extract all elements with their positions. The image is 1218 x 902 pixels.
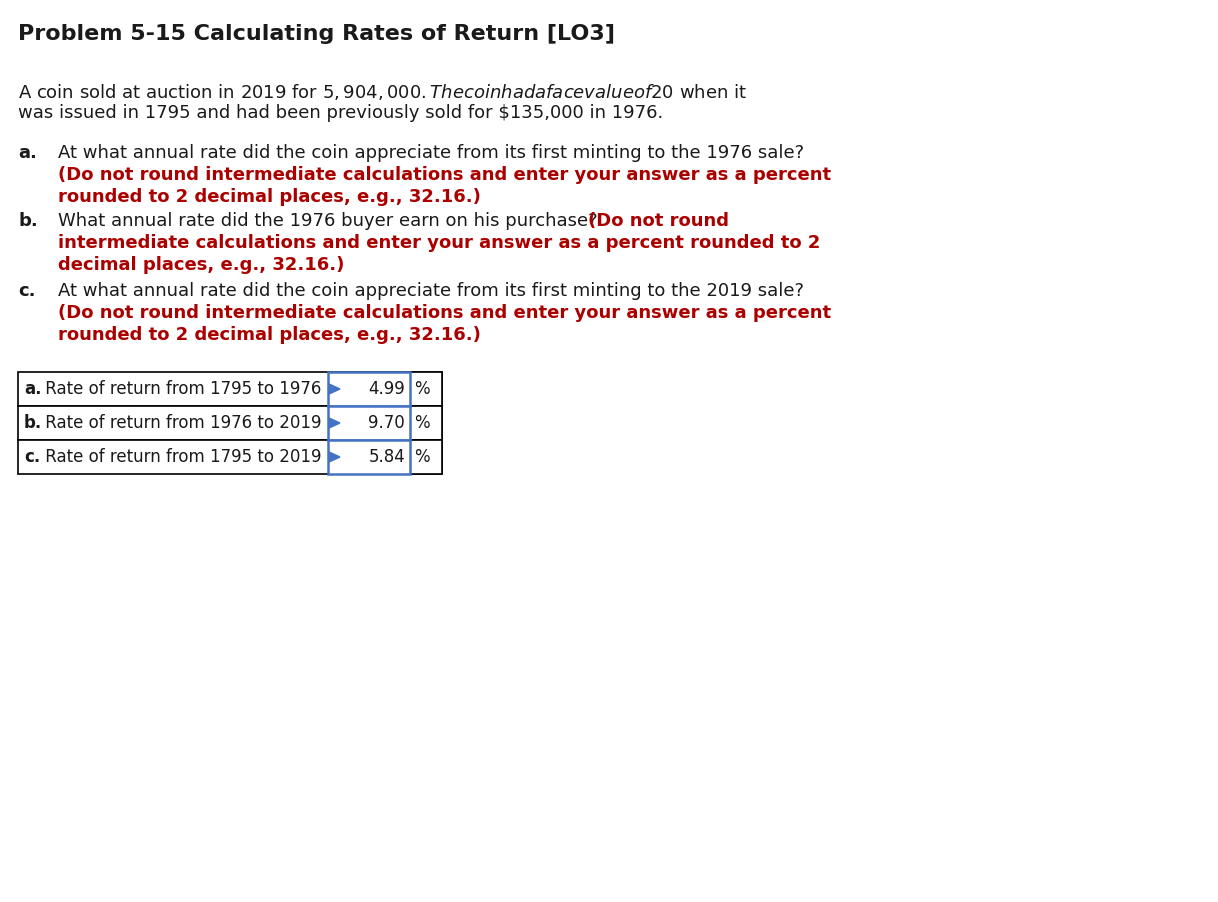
Text: %: % <box>414 414 430 432</box>
Text: (Do not round: (Do not round <box>588 212 730 230</box>
Text: rounded to 2 decimal places, e.g., 32.16.): rounded to 2 decimal places, e.g., 32.16… <box>58 326 481 344</box>
Text: What annual rate did the 1976 buyer earn on his purchase?: What annual rate did the 1976 buyer earn… <box>58 212 603 230</box>
Bar <box>410 406 442 440</box>
Text: decimal places, e.g., 32.16.): decimal places, e.g., 32.16.) <box>58 256 345 274</box>
Text: Rate of return from 1795 to 2019: Rate of return from 1795 to 2019 <box>40 448 322 466</box>
Bar <box>18 406 442 440</box>
Bar <box>410 372 442 406</box>
Text: b.: b. <box>18 212 38 230</box>
Text: b.: b. <box>24 414 43 432</box>
Text: rounded to 2 decimal places, e.g., 32.16.): rounded to 2 decimal places, e.g., 32.16… <box>58 188 481 206</box>
Text: Rate of return from 1795 to 1976: Rate of return from 1795 to 1976 <box>40 380 322 398</box>
Text: was issued in 1795 and had been previously sold for $135,000 in 1976.: was issued in 1795 and had been previous… <box>18 104 664 122</box>
Text: 5.84: 5.84 <box>368 448 406 466</box>
Text: 9.70: 9.70 <box>368 414 406 432</box>
Text: %: % <box>414 380 430 398</box>
Bar <box>18 440 442 474</box>
Bar <box>328 372 410 406</box>
Text: a.: a. <box>24 380 41 398</box>
Text: (Do not round intermediate calculations and enter your answer as a percent: (Do not round intermediate calculations … <box>58 166 831 184</box>
Text: (Do not round intermediate calculations and enter your answer as a percent: (Do not round intermediate calculations … <box>58 304 831 322</box>
Bar <box>18 372 442 406</box>
Text: c.: c. <box>24 448 40 466</box>
Polygon shape <box>329 384 340 394</box>
Polygon shape <box>329 452 340 462</box>
Text: Problem 5-15 Calculating Rates of Return [LO3]: Problem 5-15 Calculating Rates of Return… <box>18 24 615 44</box>
Text: At what annual rate did the coin appreciate from its first minting to the 2019 s: At what annual rate did the coin appreci… <box>58 282 804 300</box>
Bar <box>410 440 442 474</box>
Polygon shape <box>329 418 340 428</box>
Text: a.: a. <box>18 144 37 162</box>
Text: At what annual rate did the coin appreciate from its first minting to the 1976 s: At what annual rate did the coin appreci… <box>58 144 804 162</box>
Text: Rate of return from 1976 to 2019: Rate of return from 1976 to 2019 <box>40 414 322 432</box>
Text: intermediate calculations and enter your answer as a percent rounded to 2: intermediate calculations and enter your… <box>58 234 821 252</box>
Bar <box>328 406 410 440</box>
Text: 4.99: 4.99 <box>368 380 406 398</box>
Bar <box>328 440 410 474</box>
Text: A coin sold at auction in 2019 for $5,904,000. The coin had a face value of $20 : A coin sold at auction in 2019 for $5,90… <box>18 82 747 102</box>
Text: %: % <box>414 448 430 466</box>
Text: c.: c. <box>18 282 35 300</box>
